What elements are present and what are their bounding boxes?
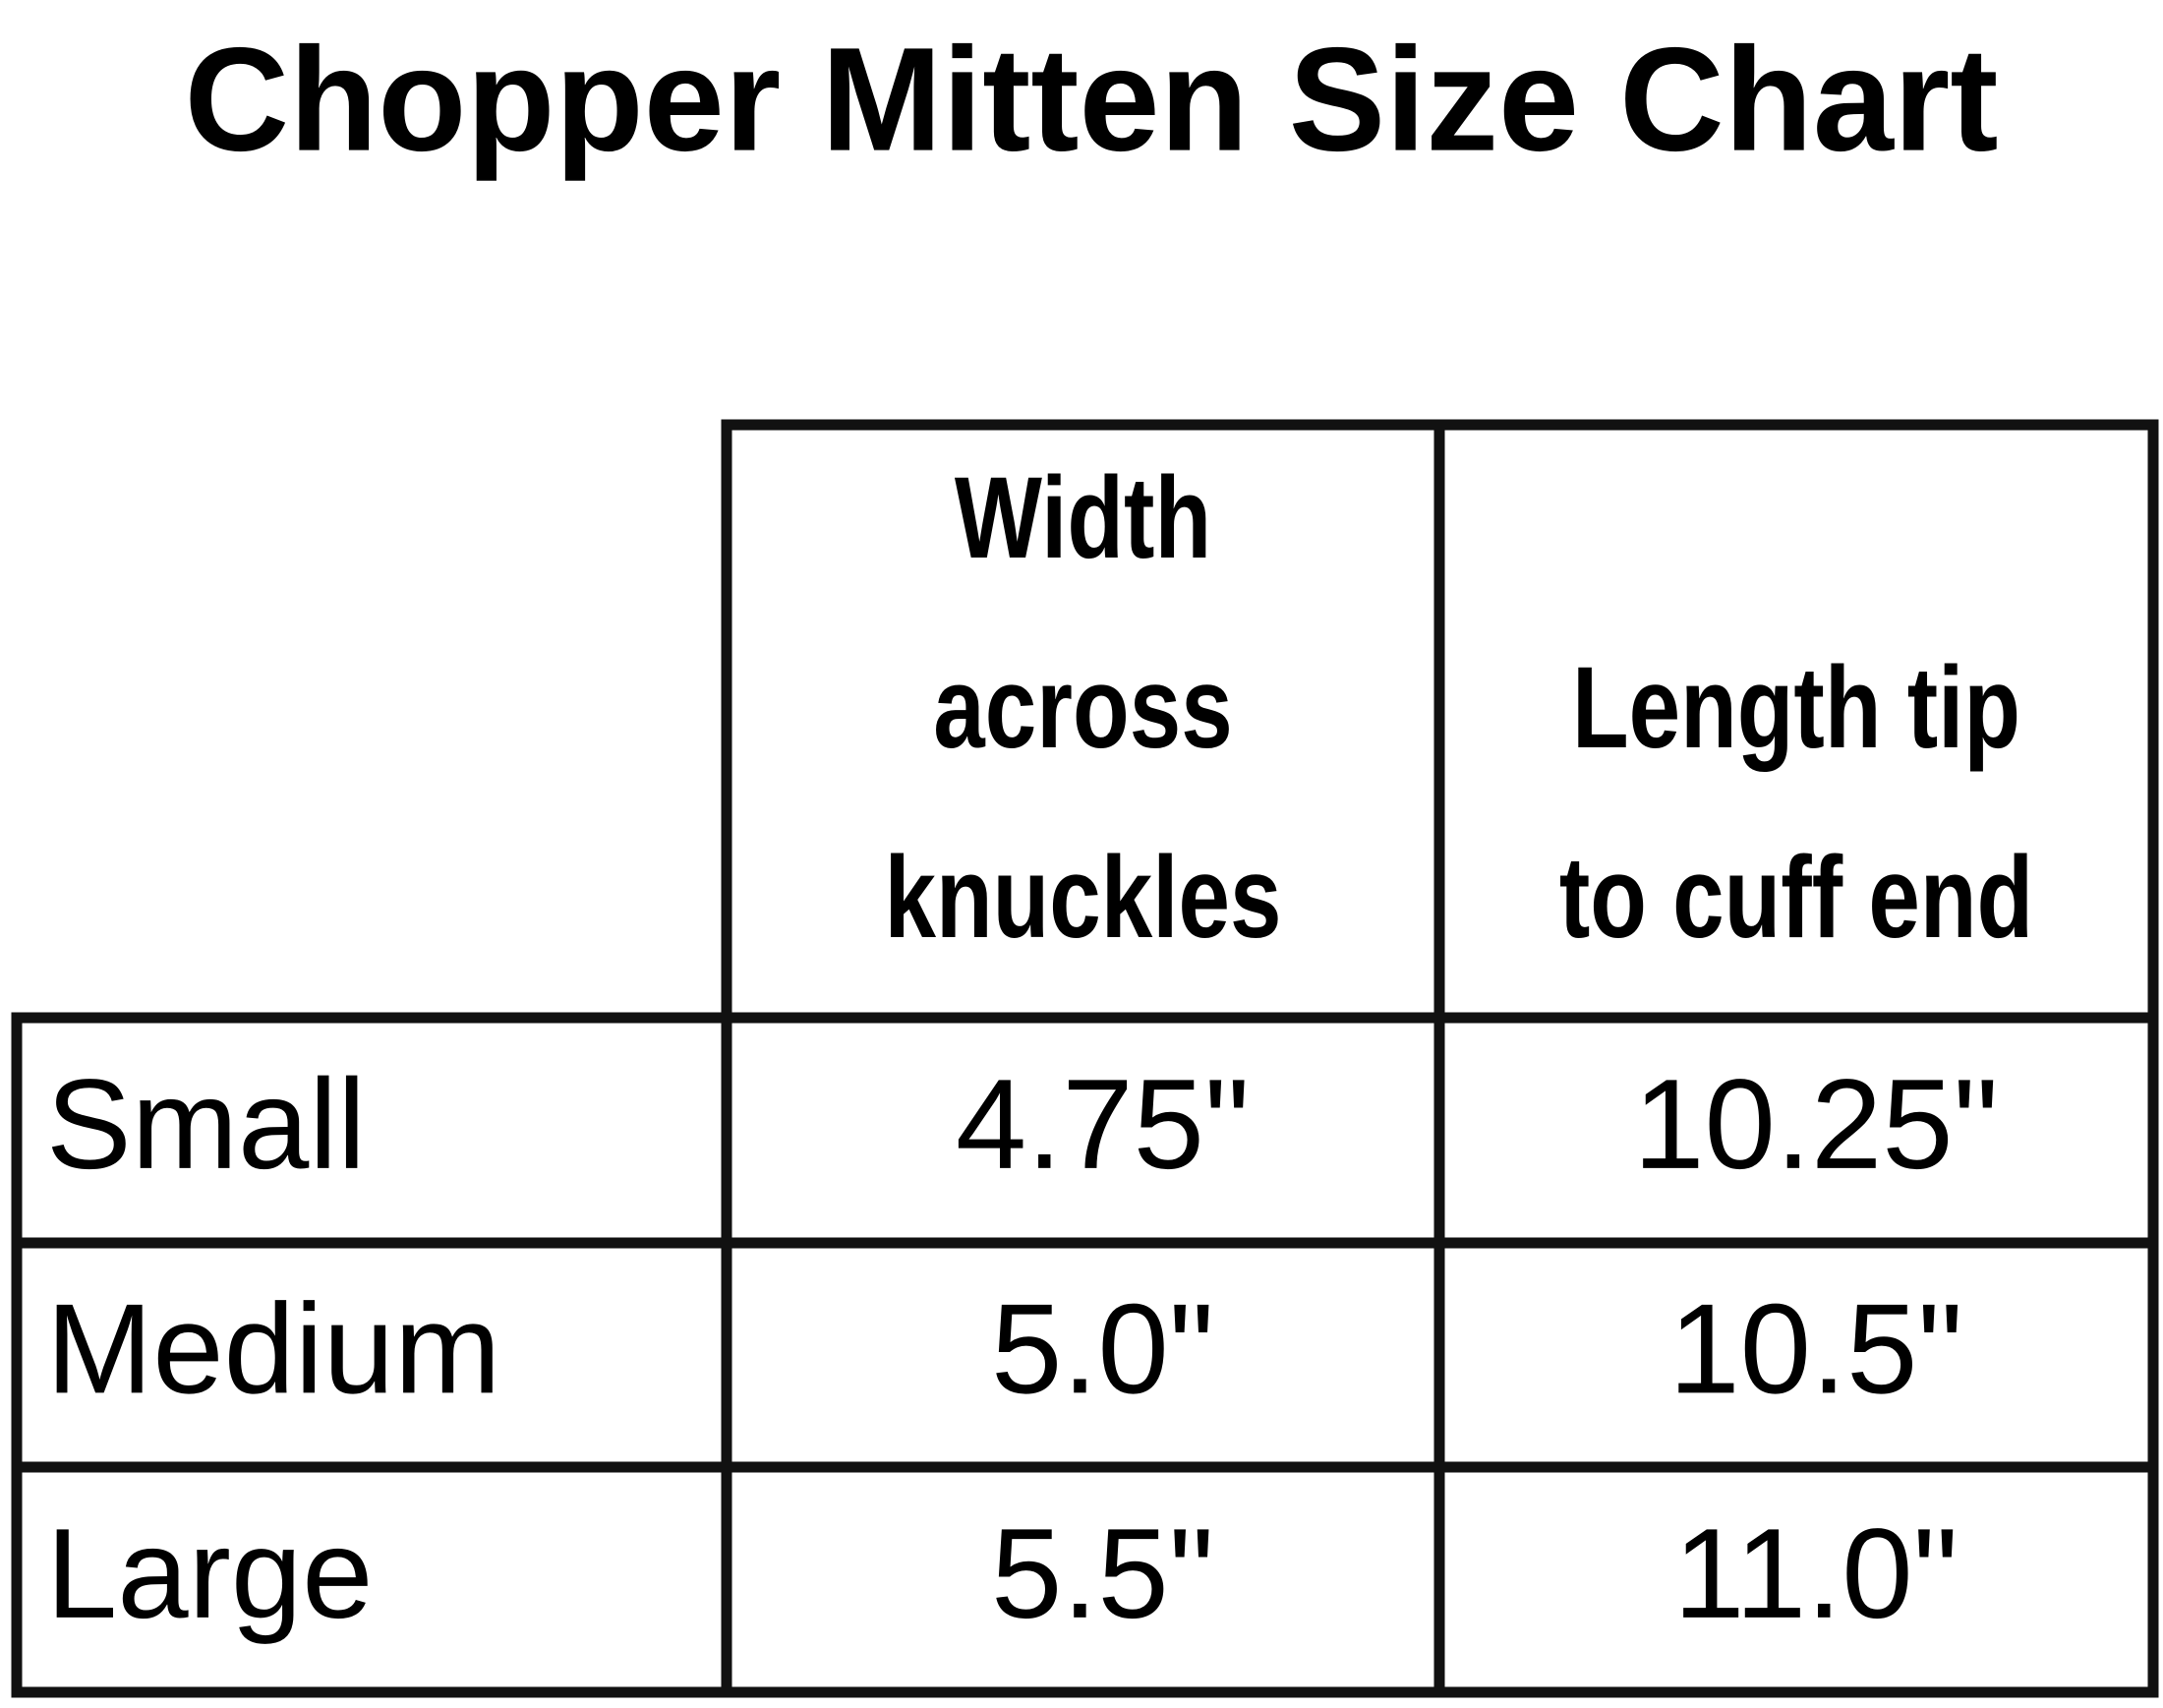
cell-value: 5.5" [991, 1502, 1214, 1645]
cell-value: 11.0" [1673, 1502, 1958, 1645]
column-header: Width [955, 452, 1211, 583]
row-label: Medium [46, 1276, 500, 1420]
column-header: across [933, 642, 1232, 773]
cell-value: 10.25" [1633, 1052, 1998, 1196]
title: Chopper Mitten Size Chart [185, 17, 1999, 182]
column-header: to cuff end [1559, 832, 2033, 963]
cell-value: 5.0" [991, 1276, 1214, 1420]
row-label: Large [46, 1502, 374, 1645]
cell-value: 4.75" [956, 1052, 1250, 1196]
cell-value: 10.5" [1668, 1276, 1962, 1420]
column-header: Length tip [1572, 642, 2020, 773]
row-label: Small [46, 1052, 366, 1196]
column-header: knuckles [884, 832, 1281, 963]
